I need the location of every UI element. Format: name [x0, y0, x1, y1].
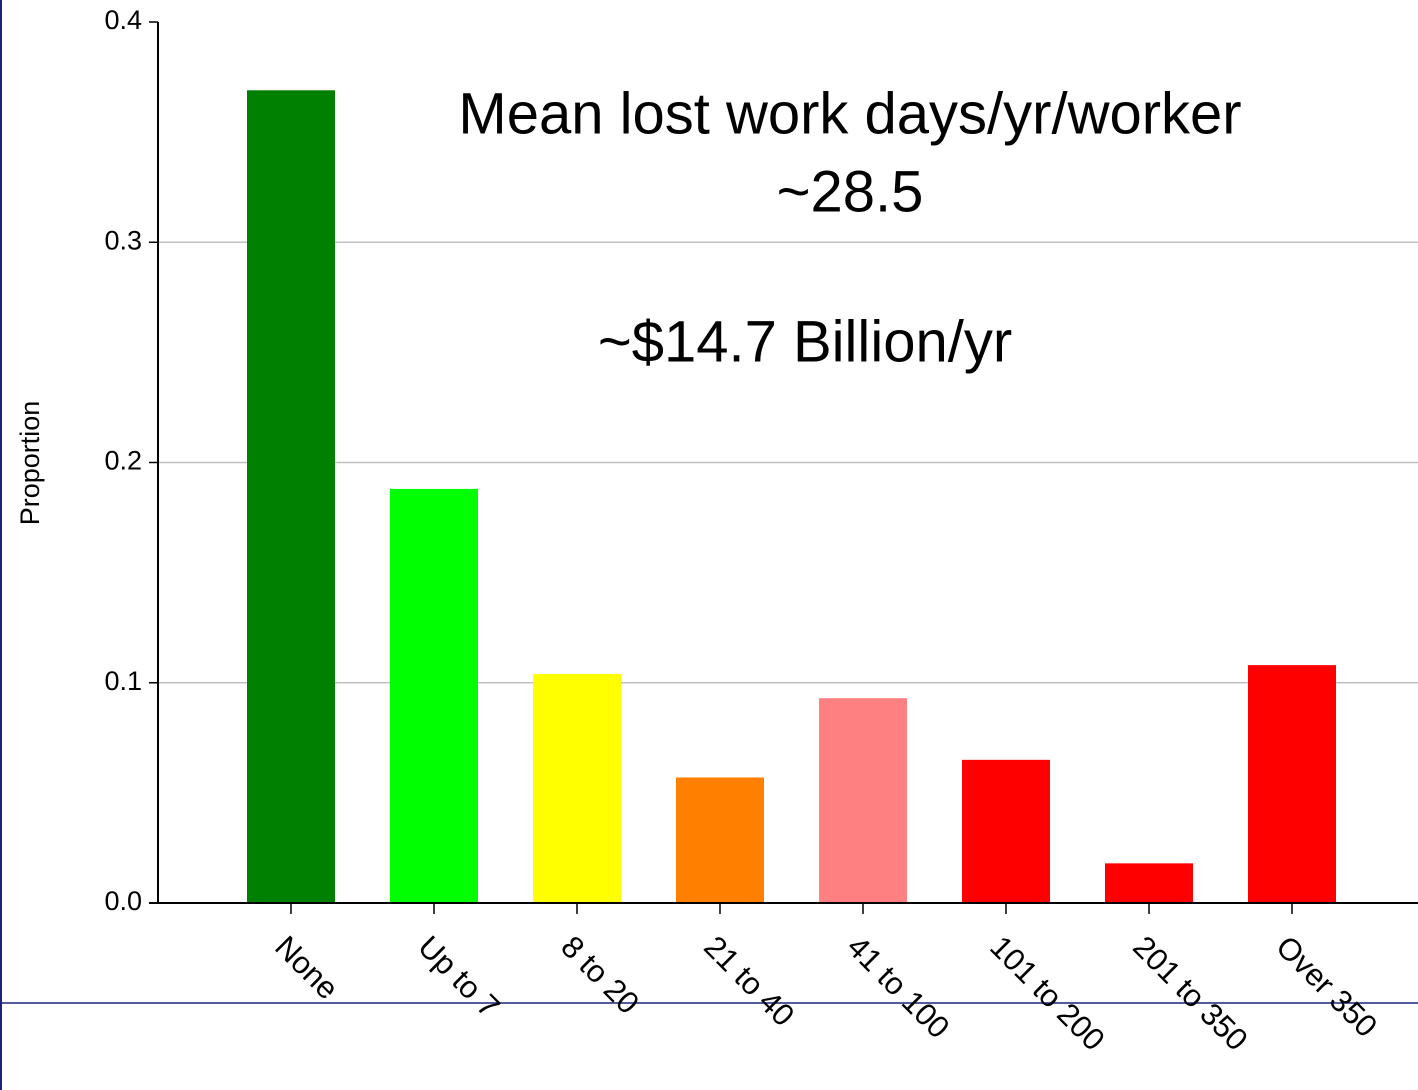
bar	[962, 759, 1050, 903]
annotation: ~28.5	[777, 159, 924, 224]
y-tick-label: 0.4	[104, 5, 142, 35]
x-tick-label: 101 to 200	[983, 929, 1111, 1057]
x-tick-label: Over 350	[1269, 929, 1384, 1044]
x-tick-label: None	[268, 929, 345, 1006]
y-axis-label: Proportion	[15, 401, 45, 526]
x-tick-label: Up to 7	[411, 929, 506, 1024]
annotation: Mean lost work days/yr/worker	[458, 81, 1241, 146]
x-tick-label: 201 to 350	[1126, 929, 1254, 1057]
bar	[533, 673, 621, 903]
bar	[247, 90, 335, 904]
bar	[1248, 665, 1336, 903]
bar	[676, 777, 764, 903]
y-tick-label: 0.3	[104, 225, 142, 255]
x-tick-label: 41 to 100	[840, 929, 956, 1045]
y-tick-label: 0.0	[104, 886, 142, 916]
bar	[1105, 863, 1193, 903]
bar	[819, 698, 907, 903]
y-tick-label: 0.1	[104, 666, 142, 696]
annotation: ~$14.7 Billion/yr	[598, 309, 1012, 374]
x-tick-label: 21 to 40	[697, 929, 801, 1033]
x-tick-label: 8 to 20	[554, 929, 646, 1021]
y-tick-label: 0.2	[104, 446, 142, 476]
bar	[390, 488, 478, 903]
